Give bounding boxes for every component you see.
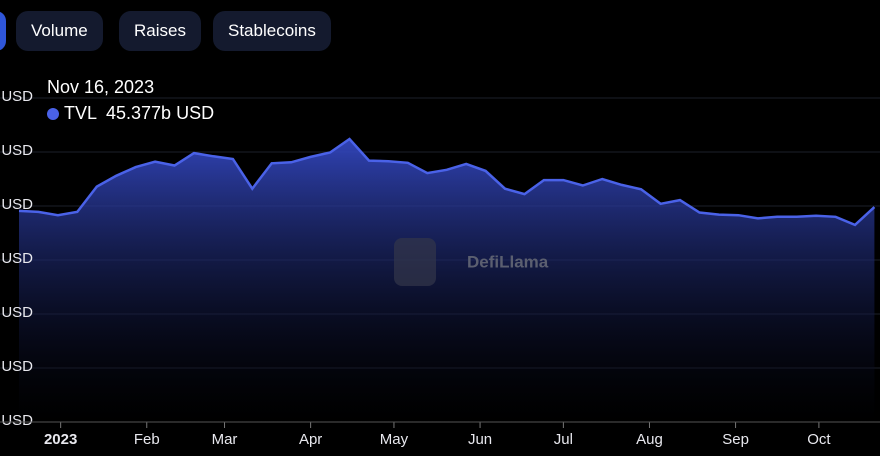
y-tick-label: USD	[1, 88, 33, 105]
x-tick-label: May	[380, 431, 409, 448]
x-tick-label: Aug	[636, 431, 663, 448]
tab-button[interactable]: Stablecoins	[213, 11, 331, 51]
y-tick-label: USD	[1, 142, 33, 159]
x-tick-label: Jun	[468, 431, 492, 448]
y-tick-label: USD	[1, 412, 33, 429]
tooltip-value: 45.377b USD	[106, 103, 214, 123]
active-tab[interactable]	[0, 11, 6, 51]
tab-button[interactable]: Volume	[16, 11, 103, 51]
tooltip-date: Nov 16, 2023	[47, 77, 154, 97]
x-tick-label: Sep	[722, 431, 749, 448]
tooltip-series: TVL	[64, 103, 97, 123]
x-tick-label: Jul	[554, 431, 573, 448]
x-tick-label: Apr	[299, 431, 322, 448]
x-tick-label: Mar	[212, 431, 238, 448]
y-tick-label: USD	[1, 304, 33, 321]
y-tick-label: USD	[1, 358, 33, 375]
y-tick-label: USD	[1, 196, 33, 213]
tab-button[interactable]: Raises	[119, 11, 201, 51]
y-tick-label: USD	[1, 250, 33, 267]
watermark-logo	[394, 238, 436, 286]
x-tick-label: 2023	[44, 431, 77, 448]
area-fill	[19, 139, 875, 422]
x-tick-label: Oct	[807, 431, 831, 448]
watermark: DefiLlama	[467, 252, 549, 271]
x-tick-label: Feb	[134, 431, 160, 448]
tooltip-dot	[47, 108, 59, 120]
line	[18, 137, 876, 227]
